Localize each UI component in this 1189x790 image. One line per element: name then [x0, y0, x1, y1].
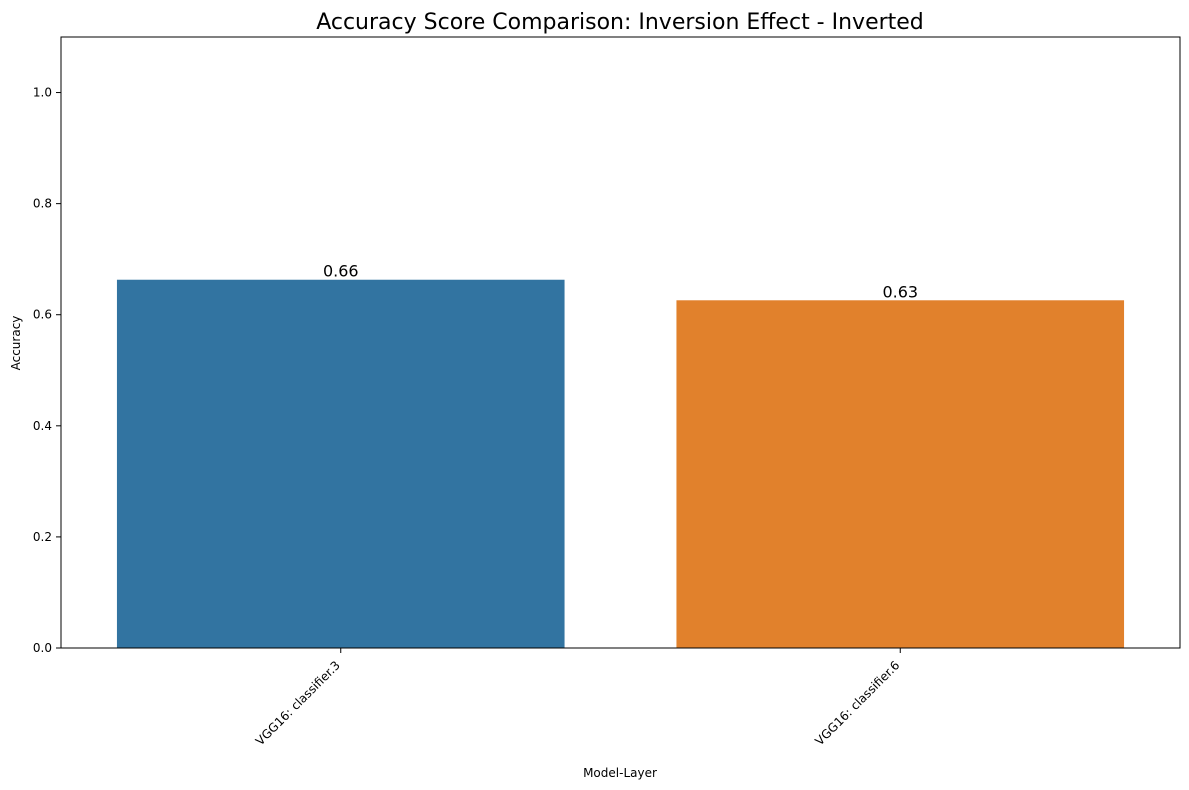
- plot-frame: [60, 36, 1181, 649]
- chart-title: Accuracy Score Comparison: Inversion Eff…: [316, 10, 924, 35]
- y-tick-label: 1.0: [33, 86, 52, 100]
- y-tick-label: 0.6: [33, 308, 52, 322]
- x-tick-label: VGG16: classifier.3: [253, 658, 343, 748]
- y-tick-label: 0.8: [33, 197, 52, 211]
- bar: [676, 300, 1125, 648]
- bars: 0.66 0.63: [116, 262, 1125, 648]
- x-axis-label: Model-Layer: [583, 766, 657, 780]
- y-tick-label: 0.0: [33, 641, 52, 655]
- x-tick-label: VGG16: classifier.6: [812, 658, 902, 748]
- bar-value-label: 0.66: [323, 262, 359, 281]
- bar-value-label: 0.63: [882, 282, 918, 301]
- y-axis-ticks: 0.0 0.2 0.4 0.6 0.8 1.0: [33, 86, 61, 655]
- x-axis-ticks: VGG16: classifier.3 VGG16: classifier.6: [253, 648, 902, 748]
- y-tick-label: 0.2: [33, 530, 52, 544]
- y-tick-label: 0.4: [33, 419, 52, 433]
- y-axis-label: Accuracy: [9, 316, 23, 371]
- bar: [116, 279, 565, 648]
